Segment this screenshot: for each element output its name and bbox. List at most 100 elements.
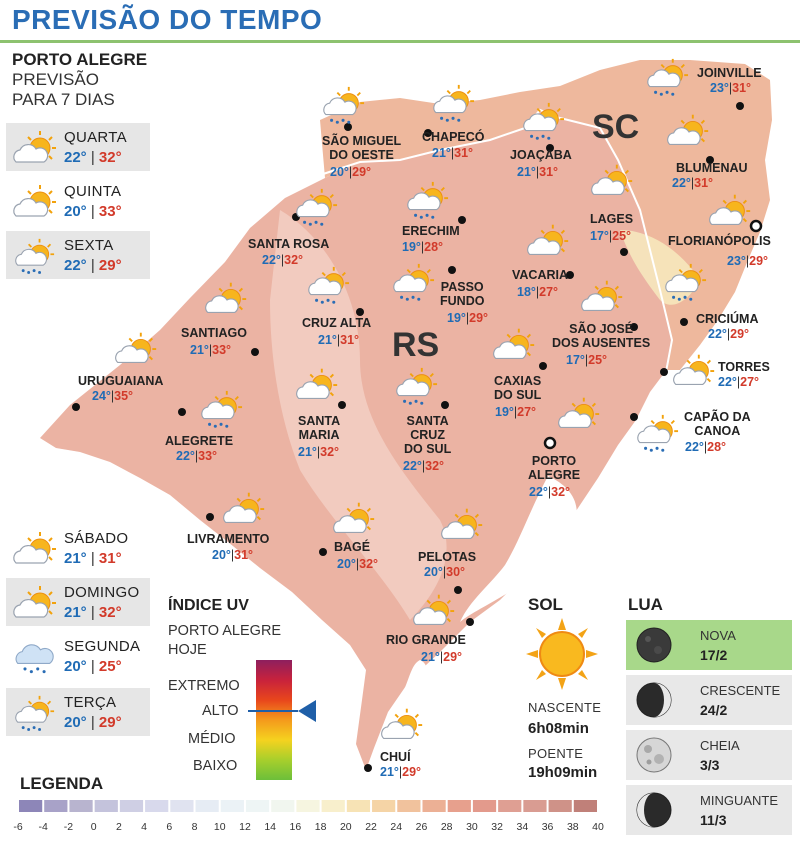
city-label-cruz-alta: CRUZ ALTA [302,316,372,330]
city-max: 27° [517,405,537,419]
new-moon-icon [636,627,672,663]
city-label-criciuma: CRICIÚMA [696,312,759,326]
city-min: 18° [517,285,536,299]
city-min: 22° [708,327,727,341]
forecast-city: PORTO ALEGRE [12,50,148,69]
moon-phase-name: NOVA [700,628,736,643]
legend-tick-label: 16 [289,821,302,833]
legend-title: LEGENDA [20,774,104,793]
day-min: 20° [64,714,87,731]
full-moon-icon [636,737,672,773]
city-temps-santa-maria: 21°|32° [298,445,340,459]
title-divider [0,40,800,43]
moon-phase-name: MINGUANTE [700,793,778,808]
city-temps-santa-cruz-do-sul: 22°|32° [403,459,445,473]
city-label-santa-maria: SANTA MARIA [298,414,341,442]
city-temps-sao-miguel-do-oeste: 20°|29° [330,165,372,179]
city-min: 21° [298,445,317,459]
sunset-time: 19h09min [528,764,598,781]
map [40,57,772,772]
legend-swatch [321,800,345,812]
city-max: 30° [446,565,466,579]
city-temps-chui: 21°|29° [380,765,422,779]
legend-swatch [69,800,93,812]
city-temps-vacaria: 18°|27° [517,285,559,299]
sun-cloud-icon [10,183,60,223]
legend-swatch [271,800,295,812]
legend-swatch [372,800,396,812]
legend-tick-label: 30 [466,821,478,833]
city-temps-blumenau: 22°|31° [672,176,714,190]
city-temps-livramento: 20°|31° [212,548,254,562]
city-label-chui: CHUÍ [380,750,411,764]
city-min: 19° [495,405,514,419]
sunrise-time: 6h08min [528,720,589,737]
legend-swatch [548,800,572,812]
city-label-livramento: LIVRAMENTO [187,532,270,546]
day-name: TERÇA [64,694,117,711]
city-max: 29° [749,254,769,268]
city-label-alegrete: ALEGRETE [165,434,234,448]
day-min: 20° [64,203,87,220]
city-max: 29° [730,327,750,341]
legend-tick-label: 18 [314,821,327,833]
city-label-joacaba: JOAÇABA [510,148,572,162]
city-label-bage: BAGÉ [334,540,371,554]
city-temps-santiago: 21°|33° [190,343,232,357]
city-temps-uruguaiana: 24°|35° [92,389,134,403]
day-min: 21° [64,604,87,621]
city-min: 21° [432,146,451,160]
cloud-rain-icon [10,638,60,678]
city-max: 31° [694,176,714,190]
legend-swatch [145,800,169,812]
city-temps-torres: 22°|27° [718,375,760,389]
city-min: 22° [403,459,422,473]
uv-level-medio: MÉDIO [188,731,236,747]
city-label-florianopolis: FLORIANÓPOLIS [668,234,771,248]
day-card-quarta: QUARTA 22° | 32° [6,123,150,171]
city-max: 32° [551,485,571,499]
city-max: 31° [732,81,752,95]
uv-title: ÍNDICE UV [168,597,249,614]
day-max: 32° [98,149,122,166]
day-max: 33° [98,203,122,220]
map-highlight-area [270,210,447,620]
legend-swatch [119,800,144,812]
legend-tick-label: 36 [541,821,554,833]
legend-tick-label: 28 [440,821,453,833]
city-min: 20° [337,557,356,571]
city-temps-caxias-do-sul: 19°|27° [495,405,537,419]
city-label-porto-alegre: PORTO ALEGRE [528,454,581,482]
city-min: 21° [517,165,536,179]
uv-indicator-arrow-icon [298,700,316,722]
city-max: 31° [539,165,559,179]
legend-swatch [170,800,194,812]
city-min: 23° [710,81,729,95]
city-max: 33° [212,343,232,357]
city-label-lages: LAGES [590,212,634,226]
city-min: 17° [566,353,585,367]
moon-phase-date: 17/2 [700,647,728,663]
state-label-sc: SC [592,108,640,146]
city-max: 27° [539,285,559,299]
legend-swatch [245,800,270,812]
city-max: 32° [284,253,304,267]
day-card-segunda: SEGUNDA 20° | 25° [6,632,150,680]
city-max: 31° [234,548,254,562]
city-min: 23° [727,254,746,268]
city-min: 22° [685,440,704,454]
legend-tick-label: 2 [115,821,122,833]
city-label-vacaria: VACARIA [512,268,569,282]
city-temps-joacaba: 21°|31° [517,165,559,179]
page-title: PREVISÃO DO TEMPO [12,4,323,35]
legend-tick-label: -6 [13,821,23,833]
legend-tick-label: 14 [264,821,277,833]
sun-cloud-icon [10,530,60,570]
city-label-caxias-do-sul: CAXIAS DO SUL [494,374,542,402]
city-max: 28° [424,240,444,254]
legend-tick-label: 32 [491,821,503,833]
city-temps-criciuma: 22°|29° [708,327,750,341]
day-min: 20° [64,658,87,675]
forecast-subtitle-2: PARA 7 DIAS [12,90,115,109]
city-label-torres: TORRES [718,360,770,374]
